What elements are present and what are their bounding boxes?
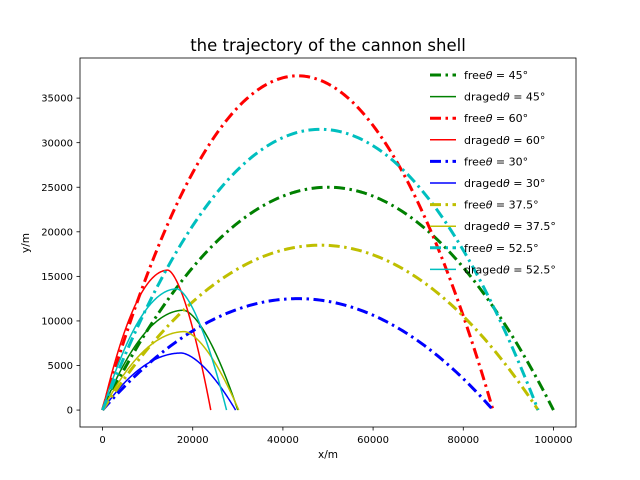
plot-frame bbox=[79, 57, 577, 428]
series-line-4 bbox=[101, 297, 495, 412]
x-tick-label-4: 80000 bbox=[447, 435, 479, 446]
y-tick-label-6: 30000 bbox=[41, 138, 73, 149]
legend-label-0: freeθ = 45° bbox=[464, 69, 528, 82]
y-tick-label-4: 20000 bbox=[41, 227, 73, 238]
series-line-2 bbox=[101, 74, 495, 411]
x-tick-label-5: 100000 bbox=[534, 435, 572, 446]
legend-label-8: freeθ = 52.5° bbox=[464, 242, 539, 255]
series-line-0 bbox=[101, 185, 555, 411]
series-line-3 bbox=[101, 269, 212, 411]
series-line-7 bbox=[101, 330, 240, 411]
y-tick-label-7: 35000 bbox=[41, 94, 73, 105]
legend-label-5: dragedθ = 30° bbox=[464, 177, 545, 190]
series-line-8 bbox=[101, 127, 540, 411]
legend-label-4: freeθ = 30° bbox=[464, 155, 528, 168]
series-line-6 bbox=[101, 243, 540, 411]
legend-label-3: dragedθ = 60° bbox=[464, 134, 545, 147]
legend-label-1: dragedθ = 45° bbox=[464, 91, 545, 104]
series-line-5 bbox=[101, 352, 237, 411]
series-line-9 bbox=[101, 288, 228, 411]
y-axis-label: y/m bbox=[20, 233, 32, 253]
legend-label-6: freeθ = 37.5° bbox=[464, 199, 539, 212]
legend-label-2: freeθ = 60° bbox=[464, 112, 528, 125]
x-tick-label-1: 20000 bbox=[177, 435, 209, 446]
legend-label-9: dragedθ = 52.5° bbox=[464, 263, 556, 276]
chart-title: the trajectory of the cannon shell bbox=[190, 36, 466, 55]
legend-label-7: dragedθ = 37.5° bbox=[464, 220, 556, 233]
x-tick-label-2: 40000 bbox=[267, 435, 299, 446]
legend: freeθ = 45° dragedθ = 45° freeθ = 60° drage… bbox=[430, 69, 556, 276]
y-tick-label-2: 10000 bbox=[41, 317, 73, 328]
x-axis-label: x/m bbox=[318, 449, 338, 461]
x-tick-label-3: 60000 bbox=[357, 435, 389, 446]
y-tick-label-1: 5000 bbox=[48, 361, 73, 372]
y-tick-label-0: 0 bbox=[67, 406, 73, 417]
axes: 0 20000 40000 60000 80000 100000 0 5000 10000 150… bbox=[41, 57, 577, 446]
x-tick-label-0: 0 bbox=[99, 435, 105, 446]
series-line-1 bbox=[101, 309, 239, 411]
y-tick-label-3: 15000 bbox=[41, 272, 73, 283]
series-curves bbox=[101, 74, 555, 412]
y-tick-label-5: 25000 bbox=[41, 183, 73, 194]
